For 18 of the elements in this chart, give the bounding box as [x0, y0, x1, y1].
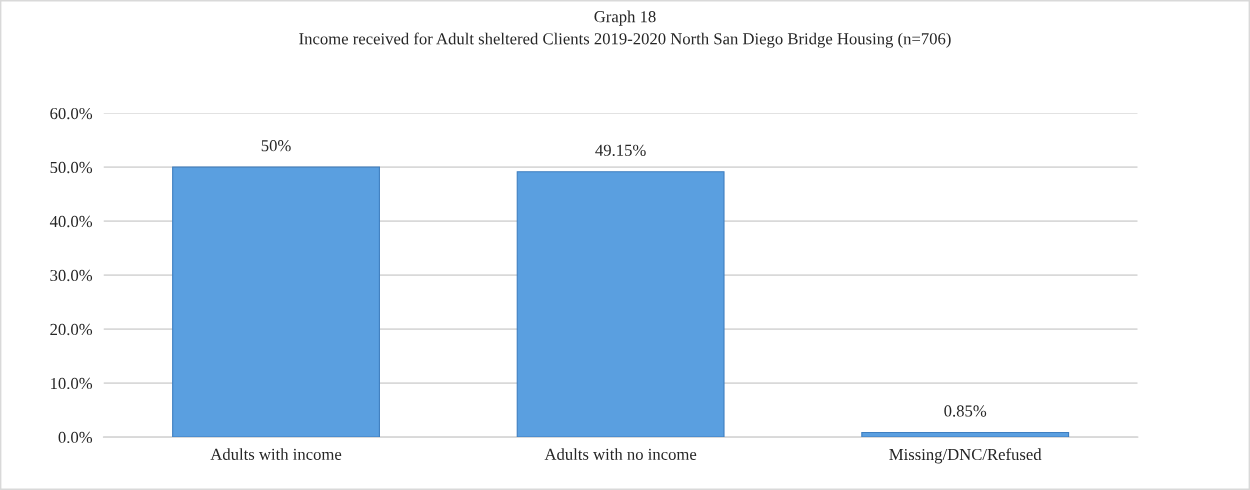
data-label: 0.85% [944, 405, 987, 417]
x-tick-label: Missing/DNC/Refused [889, 448, 1042, 464]
bar [172, 166, 380, 438]
y-tick-label: 30.0% [50, 269, 93, 282]
y-tick-label: 0.0% [58, 431, 93, 444]
chart-subtitle: Income received for Adult sheltered Clients 2019-2020 North San Diego Bridge Housing (n=706) [299, 32, 951, 48]
bar [516, 171, 725, 438]
y-tick-label: 40.0% [49, 215, 93, 228]
chart-title: Graph 18 [594, 10, 656, 26]
y-tick-label: 50.0% [50, 161, 93, 174]
bar [861, 431, 1070, 438]
y-tick-label: 60.0% [50, 107, 93, 120]
data-label: 50% [261, 140, 291, 152]
data-label: 49.15% [595, 144, 646, 156]
y-tick-label: 10.0% [51, 377, 93, 390]
x-tick-label: Adults with no income [544, 448, 697, 460]
y-tick-label: 20.0% [50, 323, 93, 336]
x-tick-label: Adults with income [210, 448, 342, 460]
